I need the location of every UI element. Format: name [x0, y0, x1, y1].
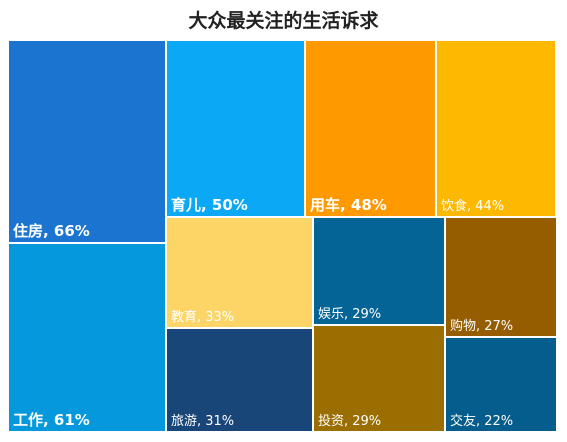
treemap-tile-label: 投资, 29% [318, 413, 381, 429]
treemap-tile: 育儿, 50% [165, 39, 306, 218]
treemap-tile-rect [435, 39, 557, 218]
treemap-tile-rect [444, 216, 558, 338]
treemap-tile-rect [165, 39, 306, 218]
treemap-tile-label: 育儿, 50% [171, 196, 248, 214]
treemap-tile-rect [165, 327, 314, 433]
treemap-tile: 购物, 27% [444, 216, 558, 338]
treemap-tile: 住房, 66% [7, 39, 167, 244]
treemap-tile: 交友, 22% [444, 336, 558, 433]
treemap-tile-label: 旅游, 31% [171, 414, 234, 429]
treemap-tile: 旅游, 31% [165, 327, 314, 433]
treemap-tile-label: 购物, 27% [450, 318, 513, 334]
treemap-tile: 用车, 48% [304, 39, 437, 218]
treemap-tile: 教育, 33% [165, 216, 314, 329]
treemap-tile-label: 用车, 48% [310, 196, 387, 214]
treemap-tile-label: 娱乐, 29% [318, 307, 381, 322]
treemap-tile-label: 住房, 66% [13, 222, 90, 240]
treemap-tile-rect [7, 242, 167, 433]
treemap-tile: 娱乐, 29% [312, 216, 446, 326]
treemap-tile-rect [444, 336, 558, 433]
chart-title: 大众最关注的生活诉求 [188, 10, 379, 32]
treemap-tile-label: 工作, 61% [13, 411, 90, 429]
treemap-tile: 工作, 61% [7, 242, 167, 433]
treemap-tile-rect [7, 39, 167, 244]
treemap-tile-rect [304, 39, 437, 218]
treemap-tile-label: 饮食, 44% [441, 198, 504, 214]
treemap-tile-label: 交友, 22% [450, 413, 513, 429]
treemap-tile-label: 教育, 33% [171, 309, 234, 325]
treemap-tile: 投资, 29% [312, 324, 446, 433]
treemap-tile: 饮食, 44% [435, 39, 557, 218]
